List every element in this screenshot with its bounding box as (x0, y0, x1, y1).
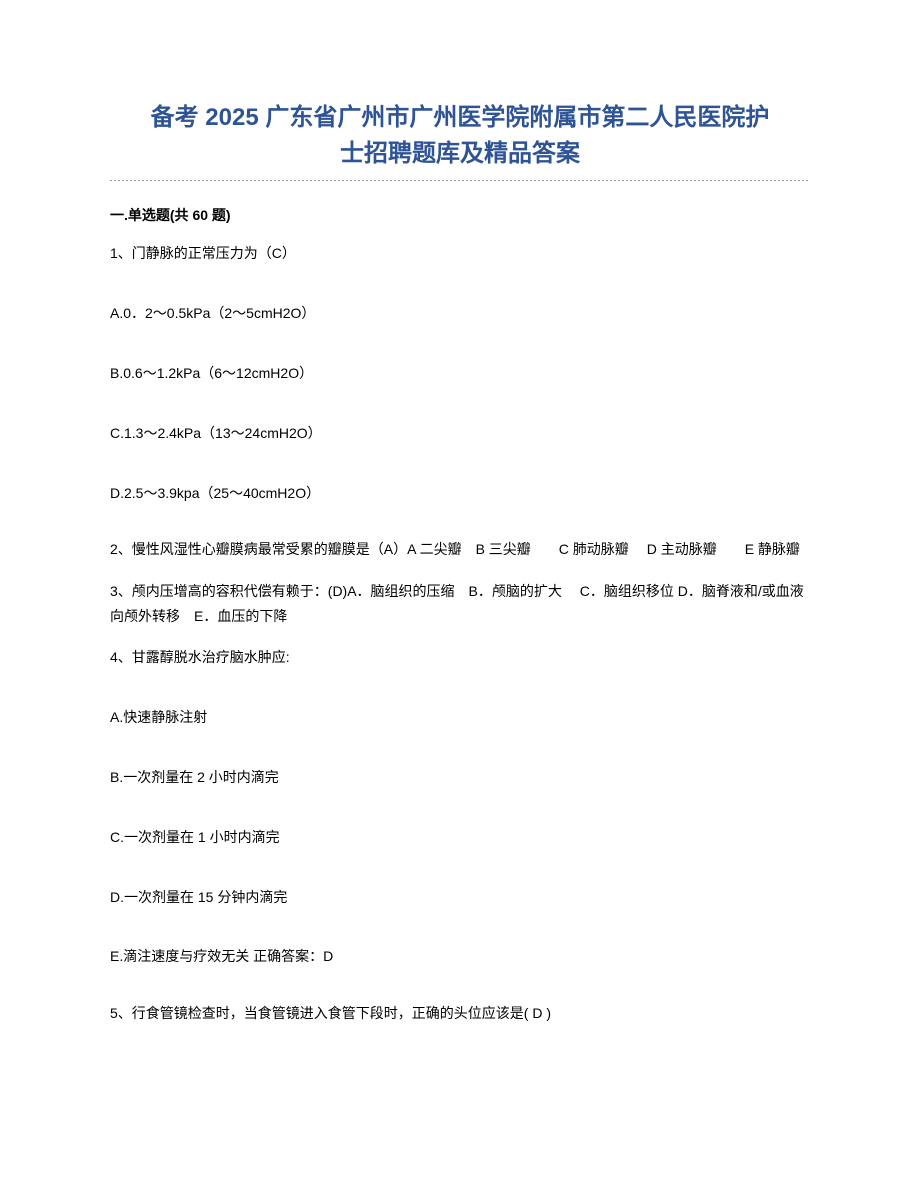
question-1-option-c: C.1.3～2.4kPa（13～24cmH2O） (110, 422, 810, 446)
question-2: 2、慢性风湿性心瓣膜病最常受累的瓣膜是（A）A 二尖瓣 B 三尖瓣 C 肺动脉瓣… (110, 537, 810, 562)
question-1-option-b: B.0.6～1.2kPa（6～12cmH2O） (110, 362, 810, 386)
question-4: 4、甘露醇脱水治疗脑水肿应: A.快速静脉注射 B.一次剂量在 2 小时内滴完 … (110, 645, 810, 969)
question-1-stem: 1、门静脉的正常压力为（C） (110, 241, 810, 266)
title-line-1: 备考 2025 广东省广州市广州医学院附属市第二人民医院护 (110, 100, 810, 136)
question-4-option-a: A.快速静脉注射 (110, 706, 810, 730)
document-title: 备考 2025 广东省广州市广州医学院附属市第二人民医院护 士招聘题库及精品答案 (110, 100, 810, 172)
question-3: 3、颅内压增高的容积代偿有赖于：(D)A．脑组织的压缩 B．颅脑的扩大 C．脑组… (110, 579, 810, 629)
question-4-option-e: E.滴注速度与疗效无关 正确答案：D (110, 945, 810, 969)
question-1: 1、门静脉的正常压力为（C） A.0．2～0.5kPa（2～5cmH2O） B.… (110, 241, 810, 505)
question-4-stem: 4、甘露醇脱水治疗脑水肿应: (110, 645, 810, 670)
question-4-option-c: C.一次剂量在 1 小时内滴完 (110, 826, 810, 850)
question-1-option-d: D.2.5～3.9kpa（25～40cmH2O） (110, 482, 810, 506)
title-underline (110, 180, 810, 181)
title-line-2: 士招聘题库及精品答案 (110, 136, 810, 172)
section-header: 一.单选题(共 60 题) (110, 205, 810, 225)
question-5: 5、行食管镜检查时，当食管镜进入食管下段时，正确的头位应该是( D ) (110, 1001, 810, 1026)
question-4-option-d: D.一次剂量在 15 分钟内滴完 (110, 886, 810, 910)
question-4-option-b: B.一次剂量在 2 小时内滴完 (110, 766, 810, 790)
question-1-option-a: A.0．2～0.5kPa（2～5cmH2O） (110, 302, 810, 326)
